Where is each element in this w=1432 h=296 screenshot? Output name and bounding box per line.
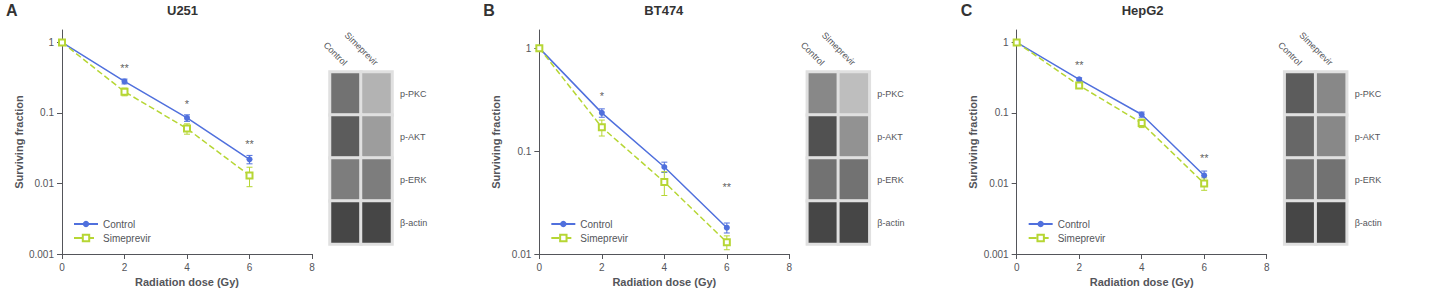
svg-text:0.001: 0.001 <box>984 249 1009 260</box>
svg-text:*: * <box>600 90 605 102</box>
svg-text:**: ** <box>1075 59 1084 71</box>
svg-text:p-AKT: p-AKT <box>400 132 426 142</box>
svg-text:Simeprevir: Simeprevir <box>1297 30 1334 67</box>
svg-text:Control: Control <box>1276 40 1304 68</box>
svg-text:4: 4 <box>184 262 190 273</box>
svg-text:*: * <box>185 98 190 110</box>
svg-text:BT474: BT474 <box>644 3 684 18</box>
svg-text:1: 1 <box>48 37 54 48</box>
svg-text:**: ** <box>120 62 129 74</box>
svg-text:p-PKC: p-PKC <box>1355 89 1382 99</box>
svg-text:Control: Control <box>321 40 349 68</box>
svg-text:p-ERK: p-ERK <box>877 175 904 185</box>
svg-text:Simeprevir: Simeprevir <box>343 30 380 67</box>
svg-text:4: 4 <box>1139 262 1145 273</box>
svg-text:Radiation dose (Gy): Radiation dose (Gy) <box>135 276 239 288</box>
svg-text:2: 2 <box>1076 262 1082 273</box>
svg-text:β-actin: β-actin <box>400 218 427 228</box>
svg-text:2: 2 <box>122 262 128 273</box>
svg-text:Radiation dose (Gy): Radiation dose (Gy) <box>1090 276 1194 288</box>
svg-text:A: A <box>6 2 18 19</box>
svg-text:0.1: 0.1 <box>995 107 1009 118</box>
svg-text:**: ** <box>1200 152 1209 164</box>
svg-text:C: C <box>961 2 973 19</box>
svg-text:0: 0 <box>59 262 65 273</box>
svg-text:p-AKT: p-AKT <box>877 132 903 142</box>
svg-text:8: 8 <box>309 262 315 273</box>
svg-text:0.01: 0.01 <box>35 178 55 189</box>
svg-text:Control: Control <box>580 219 612 230</box>
svg-text:6: 6 <box>1201 262 1207 273</box>
svg-text:0.01: 0.01 <box>989 178 1009 189</box>
svg-text:Control: Control <box>1058 219 1090 230</box>
svg-text:Surviving fraction: Surviving fraction <box>13 95 25 189</box>
svg-text:0.01: 0.01 <box>512 249 532 260</box>
svg-text:6: 6 <box>247 262 253 273</box>
svg-text:**: ** <box>245 138 254 150</box>
svg-text:Surviving fraction: Surviving fraction <box>490 95 502 189</box>
svg-text:p-PKC: p-PKC <box>400 89 427 99</box>
svg-text:6: 6 <box>724 262 730 273</box>
svg-text:4: 4 <box>662 262 668 273</box>
svg-text:**: ** <box>723 181 732 193</box>
svg-text:Control: Control <box>799 40 827 68</box>
svg-text:Simeprevir: Simeprevir <box>103 233 151 244</box>
svg-text:0.1: 0.1 <box>40 107 54 118</box>
svg-text:8: 8 <box>1264 262 1270 273</box>
svg-text:Radiation dose (Gy): Radiation dose (Gy) <box>612 276 716 288</box>
svg-text:Simeprevir: Simeprevir <box>1058 233 1106 244</box>
svg-text:Simeprevir: Simeprevir <box>820 30 857 67</box>
svg-text:p-AKT: p-AKT <box>1355 132 1381 142</box>
svg-text:Surviving fraction: Surviving fraction <box>967 95 979 189</box>
svg-text:Simeprevir: Simeprevir <box>580 233 628 244</box>
svg-text:HepG2: HepG2 <box>1122 3 1164 18</box>
svg-text:0.001: 0.001 <box>29 249 54 260</box>
svg-text:U251: U251 <box>167 3 198 18</box>
svg-text:0.1: 0.1 <box>517 146 531 157</box>
svg-text:1: 1 <box>526 43 532 54</box>
svg-text:0: 0 <box>1014 262 1020 273</box>
svg-text:β-actin: β-actin <box>1355 218 1382 228</box>
svg-text:2: 2 <box>599 262 605 273</box>
svg-text:1: 1 <box>1003 37 1009 48</box>
svg-text:B: B <box>483 2 495 19</box>
svg-text:β-actin: β-actin <box>877 218 904 228</box>
svg-text:8: 8 <box>787 262 793 273</box>
svg-text:p-ERK: p-ERK <box>1355 175 1382 185</box>
svg-text:Control: Control <box>103 219 135 230</box>
svg-text:p-PKC: p-PKC <box>877 89 904 99</box>
svg-text:p-ERK: p-ERK <box>400 175 427 185</box>
svg-text:0: 0 <box>537 262 543 273</box>
